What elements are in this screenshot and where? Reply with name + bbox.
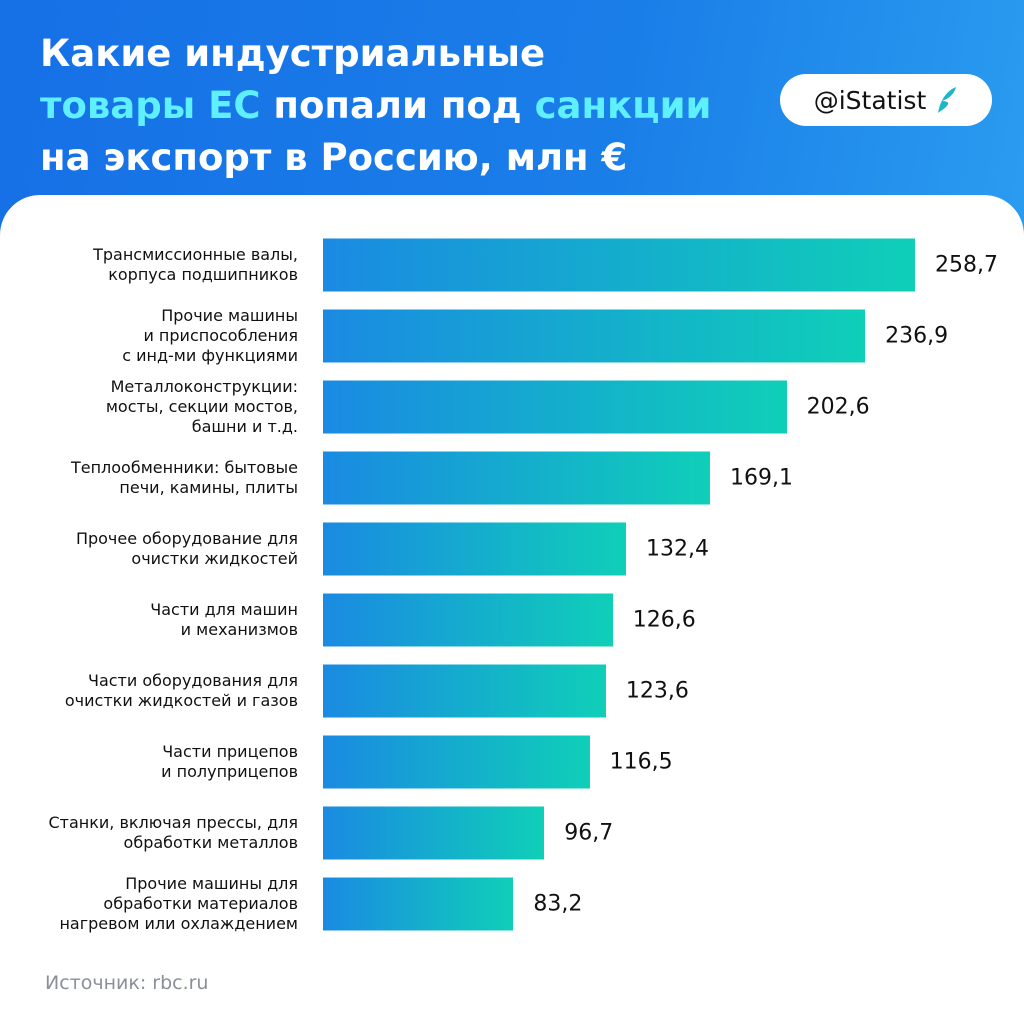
brand-logo <box>938 87 957 113</box>
category-label: Металлоконструкции: мосты, секции мостов… <box>105 377 298 436</box>
category-label: Станки, включая прессы, для обработки ме… <box>48 813 298 852</box>
chart-title: Какие индустриальные товары ЕС попали по… <box>40 28 711 184</box>
category-label: Прочее оборудование для очистки жидкосте… <box>75 529 298 568</box>
value-label: 96,7 <box>564 820 614 846</box>
category-label: Прочие машины для обработки материалов н… <box>59 874 298 933</box>
value-label: 202,6 <box>806 394 870 420</box>
value-label: 236,9 <box>885 323 949 349</box>
value-label: 169,1 <box>729 465 793 491</box>
title-part: попали под <box>273 84 522 127</box>
bar <box>323 238 915 292</box>
title-line: Какие индустриальные <box>40 28 711 80</box>
value-label: 126,6 <box>632 607 696 633</box>
category-label: Трансмиссионные валы, корпуса подшипнико… <box>93 245 298 284</box>
bar <box>323 664 606 718</box>
title-line: на экспорт в Россию, млн € <box>40 132 711 184</box>
brand-badge: @iStatist <box>780 74 992 126</box>
source-note: Источник: rbc.ru <box>45 972 209 994</box>
title-part: на экспорт в Россию, млн € <box>40 136 628 179</box>
category-label: Части для машин и механизмов <box>150 600 298 639</box>
title-part: товары ЕС <box>40 84 261 127</box>
bar <box>323 309 866 363</box>
value-label: 132,4 <box>645 536 709 562</box>
bar <box>323 380 787 434</box>
bar <box>323 735 590 789</box>
bar <box>323 877 514 931</box>
value-label: 258,7 <box>935 252 998 278</box>
category-label: Теплообменники: бытовые печи, камины, пл… <box>70 458 298 497</box>
category-label: Части прицепов и полуприцепов <box>161 742 298 781</box>
bar <box>323 593 613 647</box>
value-label: 116,5 <box>609 749 673 775</box>
category-label: Прочие машины и приспособления с инд-ми … <box>122 306 298 365</box>
category-label: Части оборудования для очистки жидкостей… <box>64 671 298 710</box>
value-label: 83,2 <box>533 891 583 917</box>
bar <box>323 806 545 860</box>
bar <box>323 522 626 576</box>
brand-text: @iStatist <box>813 85 927 115</box>
title-part: санкции <box>534 84 712 127</box>
value-label: 123,6 <box>625 678 689 704</box>
bar <box>323 451 710 505</box>
title-part: Какие индустриальные <box>40 32 546 75</box>
title-line: товары ЕС попали под санкции <box>40 80 711 132</box>
